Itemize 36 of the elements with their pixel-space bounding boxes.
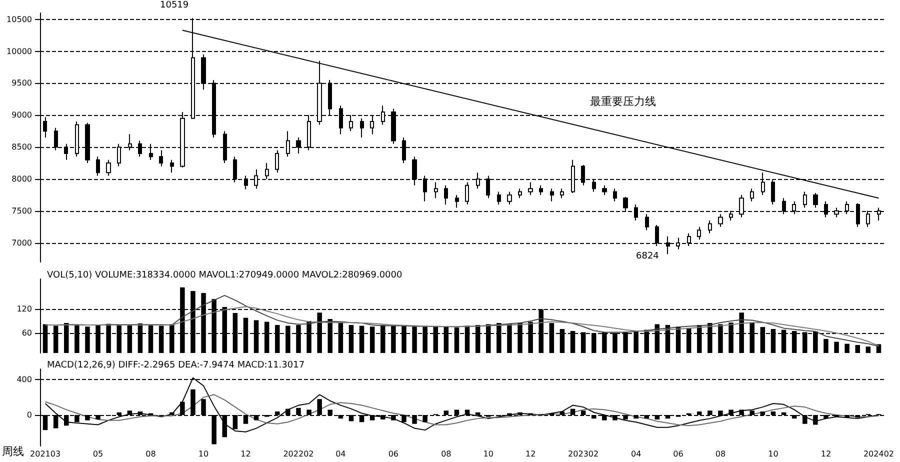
x-tick-label: 06	[673, 450, 684, 458]
x-tick-label: 12	[820, 450, 832, 458]
x-tick-label: 202202	[283, 450, 314, 458]
y-tick-label: 0	[26, 410, 32, 420]
chart-title: VOL(5,10) VOLUME:318334.0000 MAVOL1:270949.0000 MAVOL2:280969.0000	[47, 270, 402, 280]
x-tick-label: 10	[198, 450, 209, 458]
y-tick-label: 10500	[6, 14, 32, 24]
y-tick-label: 120	[16, 304, 32, 314]
y-tick-label: 9500	[12, 78, 32, 88]
y-tick-label: 8000	[12, 174, 32, 184]
y-tick-label: 7000	[12, 238, 32, 248]
y-tick-label: 400	[16, 375, 32, 384]
y-tick-label: 10000	[6, 46, 32, 56]
annotation: 最重要压力线	[590, 95, 656, 108]
x-tick-label: 06	[388, 450, 399, 458]
x-tick-label: 10	[483, 450, 494, 458]
text: 10519	[160, 0, 189, 10]
x-tick-label: 08	[715, 450, 726, 458]
x-tick-label: 05	[92, 450, 104, 458]
y-tick-label: 8500	[12, 142, 32, 152]
x-tick-label: 12	[525, 450, 536, 458]
y-tick-label: 9000	[12, 110, 32, 120]
y-tick-label: 7500	[12, 206, 32, 216]
x-tick-label: 08	[146, 450, 156, 458]
x-tick-label: 12	[240, 450, 251, 458]
x-tick-label: 04	[336, 450, 346, 458]
chart-title: MACD(12,26,9) DIFF:-2.2965 DEA:-7.9474 MACD:11.3017	[47, 360, 305, 370]
x-tick-label: 04	[630, 450, 642, 458]
x-tick-label: 202402	[863, 450, 894, 458]
y-tick-label: 60	[22, 328, 32, 338]
x-tick-label: 202302	[568, 450, 599, 458]
text: 周线	[2, 445, 24, 458]
x-tick-label: 08	[441, 450, 452, 458]
x-tick-label: 10	[768, 450, 778, 458]
x-tick-label: 202103	[30, 450, 61, 458]
annotation: 6824	[636, 252, 660, 262]
